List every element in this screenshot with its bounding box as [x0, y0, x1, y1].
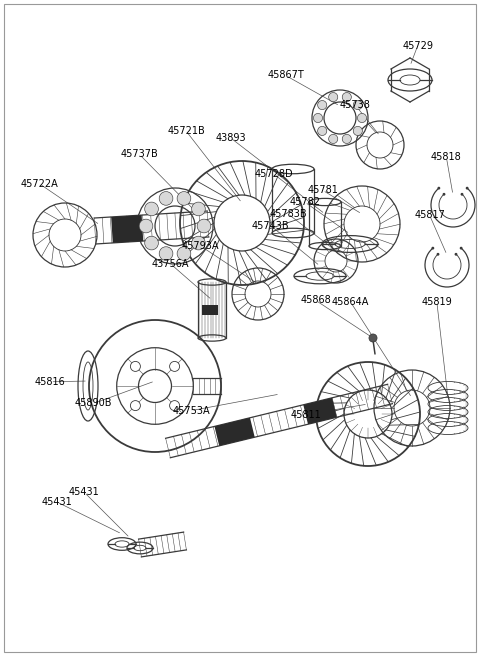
Circle shape	[342, 134, 351, 144]
Circle shape	[455, 254, 456, 255]
Text: 45793A: 45793A	[182, 241, 219, 251]
Circle shape	[144, 236, 158, 250]
Text: 45743B: 45743B	[252, 220, 289, 231]
Text: 45783B: 45783B	[269, 209, 307, 219]
Text: 45728D: 45728D	[254, 169, 293, 179]
Circle shape	[444, 194, 445, 195]
Circle shape	[177, 247, 191, 260]
Text: 45721B: 45721B	[168, 126, 205, 136]
Text: 45818: 45818	[431, 152, 462, 163]
Polygon shape	[202, 305, 218, 315]
Circle shape	[432, 247, 433, 249]
Text: 45781: 45781	[307, 185, 338, 195]
Circle shape	[192, 202, 205, 216]
Text: 45868: 45868	[300, 295, 331, 306]
Text: 45737B: 45737B	[120, 149, 158, 159]
Text: 45753A: 45753A	[172, 405, 210, 416]
Circle shape	[353, 127, 362, 136]
Circle shape	[139, 219, 153, 233]
Text: 45722A: 45722A	[21, 178, 58, 189]
Text: 45819: 45819	[421, 297, 452, 307]
Circle shape	[318, 127, 327, 136]
Text: 45864A: 45864A	[332, 297, 369, 307]
Text: 45817: 45817	[414, 210, 445, 220]
Circle shape	[329, 92, 338, 102]
Text: 45431: 45431	[69, 487, 99, 497]
Circle shape	[169, 361, 180, 371]
Text: 45782: 45782	[289, 197, 320, 207]
Text: 45890B: 45890B	[75, 398, 112, 409]
Circle shape	[131, 401, 140, 411]
Polygon shape	[303, 398, 337, 424]
Circle shape	[369, 334, 377, 342]
Text: 45816: 45816	[35, 377, 66, 387]
Text: 45431: 45431	[41, 497, 72, 507]
Circle shape	[144, 202, 158, 216]
Text: 45867T: 45867T	[267, 70, 304, 81]
Circle shape	[192, 236, 205, 250]
Circle shape	[318, 100, 327, 110]
Text: 45729: 45729	[402, 41, 433, 51]
Text: 45811: 45811	[291, 409, 322, 420]
Circle shape	[329, 134, 338, 144]
Text: 45738: 45738	[340, 100, 371, 110]
Circle shape	[358, 113, 367, 123]
Polygon shape	[215, 418, 255, 446]
Circle shape	[159, 247, 173, 260]
Circle shape	[461, 194, 463, 195]
Circle shape	[131, 361, 140, 371]
Circle shape	[437, 254, 439, 255]
Circle shape	[313, 113, 323, 123]
Circle shape	[197, 219, 211, 233]
Circle shape	[353, 100, 362, 110]
Text: 43893: 43893	[215, 133, 246, 143]
Circle shape	[169, 401, 180, 411]
Circle shape	[460, 247, 462, 249]
Text: 43756A: 43756A	[152, 258, 189, 269]
Circle shape	[159, 192, 173, 205]
Circle shape	[467, 188, 468, 189]
Circle shape	[438, 188, 440, 189]
Circle shape	[342, 92, 351, 102]
Polygon shape	[111, 215, 143, 243]
Circle shape	[177, 192, 191, 205]
